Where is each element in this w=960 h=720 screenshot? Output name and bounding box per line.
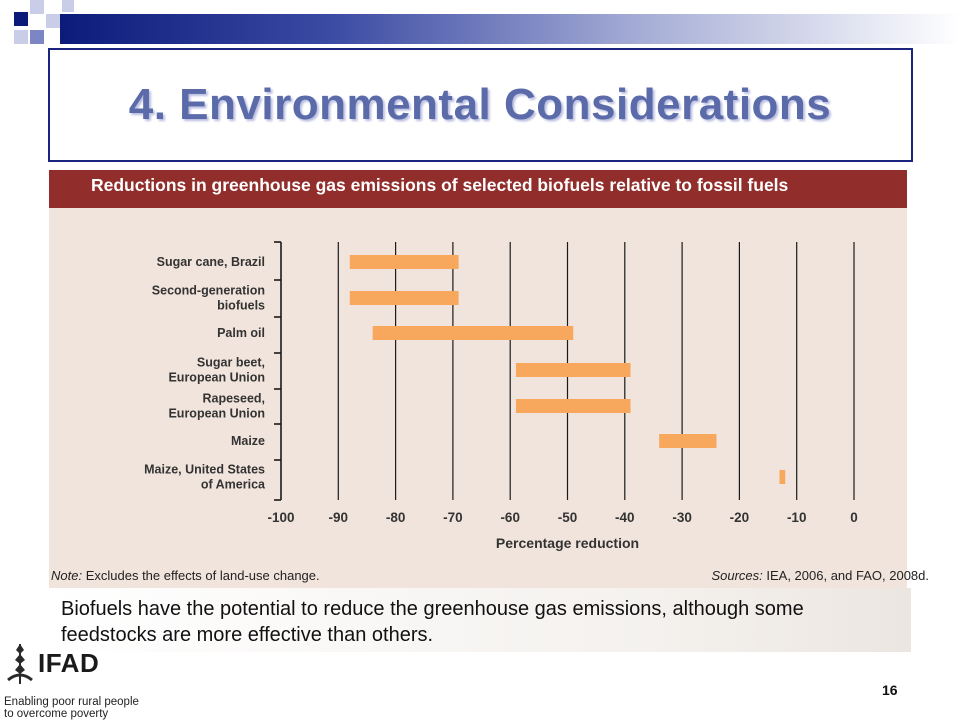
x-tick-label: -50 — [558, 510, 578, 525]
slide-title: 4. Environmental Considerations — [128, 80, 832, 129]
note-body: Excludes the effects of land-use change. — [85, 568, 320, 583]
sources-body: IEA, 2006, and FAO, 2008d. — [766, 568, 929, 583]
category-label: European Union — [168, 407, 265, 421]
note-label: Note: — [51, 568, 83, 583]
x-tick-label: -100 — [267, 510, 294, 525]
sources-label: Sources: — [711, 568, 763, 583]
x-tick-label: -10 — [787, 510, 807, 525]
note-text: Note: Excludes the effects of land-use c… — [51, 568, 320, 583]
category-label: of America — [201, 478, 266, 492]
category-label: Sugar cane, Brazil — [157, 255, 265, 269]
category-label: Second-generation — [152, 284, 265, 298]
ifad-logo: IFAD Enabling poor rural people to overc… — [2, 640, 172, 720]
x-axis-title: Percentage reduction — [496, 535, 639, 551]
chart-edge — [907, 170, 911, 588]
x-tick-label: -20 — [730, 510, 750, 525]
x-tick-label: -60 — [500, 510, 520, 525]
category-label: Sugar beet, — [197, 356, 265, 370]
chart-header-band: Reductions in greenhouse gas emissions o… — [49, 170, 907, 208]
category-label: biofuels — [217, 299, 265, 313]
logo-tagline-line2: to overcome poverty — [4, 708, 109, 720]
range-bar — [659, 434, 717, 448]
range-bar — [779, 470, 786, 484]
x-tick-label: -30 — [672, 510, 692, 525]
range-bar — [515, 363, 631, 377]
x-tick-label: 0 — [850, 510, 858, 525]
range-bar — [349, 255, 459, 269]
category-label: Maize — [231, 434, 265, 448]
range-bar — [515, 399, 631, 413]
chart-title: Reductions in greenhouse gas emissions o… — [91, 175, 789, 195]
x-tick-label: -80 — [386, 510, 406, 525]
category-label: Palm oil — [217, 326, 265, 340]
slide-caption: Biofuels have the potential to reduce th… — [61, 598, 804, 646]
x-tick-label: -40 — [615, 510, 635, 525]
x-tick-label: -70 — [443, 510, 463, 525]
logo-name: IFAD — [38, 648, 100, 678]
page-number: 16 — [882, 682, 898, 698]
category-label: European Union — [168, 371, 265, 385]
chart-figure: Reductions in greenhouse gas emissions o… — [49, 170, 911, 588]
category-label: Rapeseed, — [202, 392, 265, 406]
logo-tagline-line1: Enabling poor rural people — [4, 696, 139, 708]
range-bar — [372, 326, 574, 340]
top-gradient-bar — [60, 14, 960, 44]
title-frame — [48, 48, 913, 162]
wheat-emblem-icon — [7, 644, 33, 684]
sources-text: Sources: IEA, 2006, and FAO, 2008d. — [711, 568, 929, 583]
chart-footnote: Note: Excludes the effects of land-use c… — [49, 566, 929, 586]
x-tick-label: -90 — [329, 510, 349, 525]
caption-background — [49, 588, 911, 652]
range-bar — [349, 291, 459, 305]
logo-tagline: Enabling poor rural people to overcome p… — [4, 696, 139, 720]
category-label: Maize, United States — [144, 463, 265, 477]
